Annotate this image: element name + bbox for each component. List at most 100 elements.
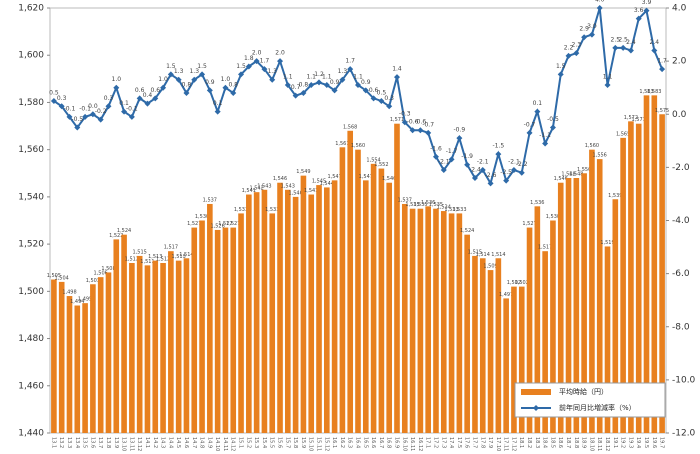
point-label: 1.1 xyxy=(353,74,363,81)
marker xyxy=(66,113,73,120)
marker xyxy=(50,97,57,104)
marker xyxy=(627,47,634,54)
x-tick-label: 17.2 xyxy=(432,437,438,448)
bar xyxy=(339,147,346,434)
bar xyxy=(82,303,88,433)
marker xyxy=(323,82,330,89)
marker xyxy=(596,5,603,11)
point-label: 1.0 xyxy=(158,76,168,83)
bar xyxy=(620,137,626,433)
point-label: 2.4 xyxy=(626,39,636,46)
y2-tick-label: 2.0 xyxy=(672,57,687,67)
bar-label: 1,543 xyxy=(281,183,295,189)
bar xyxy=(409,208,416,433)
marker xyxy=(440,167,447,174)
bar xyxy=(534,206,541,433)
marker xyxy=(386,103,393,110)
marker xyxy=(378,97,385,104)
legend-swatch xyxy=(521,389,551,395)
bar-label: 1,536 xyxy=(530,200,544,206)
point-label: 1.5 xyxy=(197,63,207,70)
x-tick-label: 17.4 xyxy=(448,437,454,448)
bar-label: 1,561 xyxy=(335,141,349,147)
bar-label: 1,552 xyxy=(374,162,388,168)
bar-label: 1,535 xyxy=(405,202,419,208)
point-label: -1.1 xyxy=(539,132,551,139)
bar-label: 1,539 xyxy=(608,193,622,199)
bar-label: 1,509 xyxy=(483,264,497,270)
bar-label: 1,545 xyxy=(312,179,326,185)
bar xyxy=(472,255,478,433)
x-tick-label: 17.10 xyxy=(495,437,501,451)
bar-label: 1,550 xyxy=(577,167,591,173)
legend-label: 前年同月比増減率（%） xyxy=(559,403,636,412)
bar-label: 1,505 xyxy=(47,273,61,279)
bar xyxy=(246,194,252,433)
bar xyxy=(511,286,517,433)
point-label: -0.3 xyxy=(399,111,411,118)
marker xyxy=(97,116,104,123)
bar xyxy=(113,239,120,433)
x-tick-label: 17.6 xyxy=(464,437,470,448)
point-label: 0.8 xyxy=(299,82,309,89)
marker xyxy=(152,95,159,102)
bar-label: 1,575 xyxy=(655,108,669,114)
bar xyxy=(238,213,244,433)
point-label: 1.7 xyxy=(345,58,355,65)
bar-label: 1,535 xyxy=(413,202,427,208)
marker xyxy=(409,127,416,134)
y-tick-label: 1,520 xyxy=(18,240,44,250)
x-tick-label: 14.10 xyxy=(214,437,220,451)
bar xyxy=(448,213,455,433)
marker xyxy=(347,66,354,73)
x-tick-label: 15.5 xyxy=(269,437,275,448)
point-label: 0.1 xyxy=(533,100,543,107)
marker xyxy=(136,95,143,102)
marker xyxy=(160,84,167,91)
y2-tick-label: -8.0 xyxy=(672,322,690,332)
marker xyxy=(620,44,627,51)
x-tick-label: 14.12 xyxy=(230,437,236,451)
marker xyxy=(105,103,112,110)
bar-label: 1,527 xyxy=(218,221,232,227)
bar-label: 1,514 xyxy=(491,252,505,258)
marker xyxy=(495,151,502,158)
x-tick-label: 15.11 xyxy=(316,437,322,451)
point-label: 1.3 xyxy=(338,68,348,75)
x-tick-label: 15.3 xyxy=(253,437,259,448)
point-label: -2.6 xyxy=(485,172,497,179)
bar-label: 1,546 xyxy=(554,176,568,182)
bar xyxy=(526,227,533,433)
marker xyxy=(183,90,190,96)
bar-label: 1,536 xyxy=(421,200,435,206)
bar xyxy=(121,234,127,433)
bar xyxy=(503,298,509,433)
x-tick-label: 18.11 xyxy=(596,437,602,451)
bar-label: 1,540 xyxy=(288,190,302,196)
marker xyxy=(479,167,486,174)
y-tick-label: 1,540 xyxy=(18,192,44,202)
x-tick-label: 16.10 xyxy=(401,437,407,451)
bar-label: 1,530 xyxy=(546,214,560,220)
point-label: 0.7 xyxy=(291,84,301,91)
x-tick-label: 16.7 xyxy=(378,437,384,448)
x-tick-label: 13.3 xyxy=(66,437,72,448)
x-tick-label: 15.8 xyxy=(292,437,298,448)
bar-label: 1,502 xyxy=(515,280,529,286)
point-label: -2.4 xyxy=(469,167,481,174)
bar-label: 1,547 xyxy=(359,174,373,180)
bar xyxy=(355,149,361,433)
x-tick-label: 13.12 xyxy=(136,437,142,451)
x-tick-label: 14.3 xyxy=(160,437,166,448)
bar-label: 1,524 xyxy=(117,228,131,234)
bar-label: 1,544 xyxy=(320,181,334,187)
legend-label: 平均時給（円） xyxy=(559,387,608,396)
point-label: -1.6 xyxy=(430,145,442,152)
marker xyxy=(503,177,510,184)
bar xyxy=(651,95,658,433)
x-tick-label: 16.1 xyxy=(331,437,337,448)
x-tick-label: 15.1 xyxy=(238,437,244,448)
bar-label: 1,504 xyxy=(55,275,69,281)
marker xyxy=(401,119,408,126)
marker xyxy=(89,111,96,118)
